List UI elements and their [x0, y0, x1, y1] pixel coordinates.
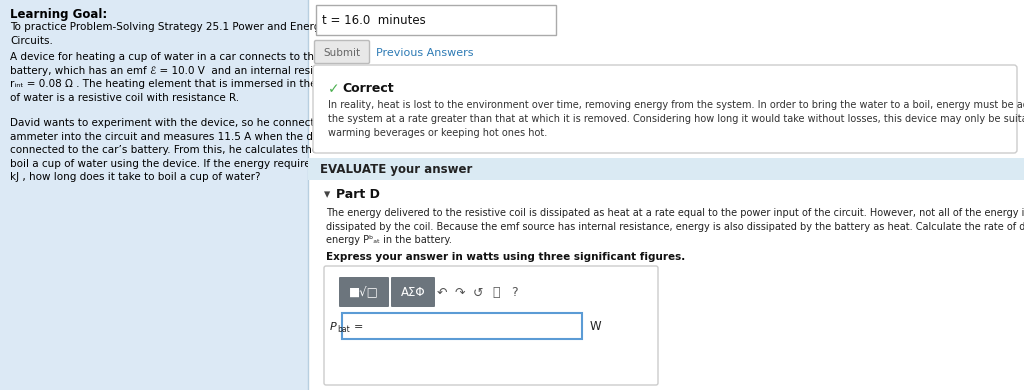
Text: ⌸: ⌸ — [493, 287, 500, 300]
Text: In reality, heat is lost to the environment over time, removing energy from the : In reality, heat is lost to the environm… — [328, 100, 1024, 138]
Text: Part D: Part D — [336, 188, 380, 201]
FancyBboxPatch shape — [391, 277, 435, 307]
Text: ↷: ↷ — [455, 287, 465, 300]
Bar — [342, 313, 582, 339]
Text: Previous Answers: Previous Answers — [376, 48, 473, 58]
Text: David wants to experiment with the device, so he connects an
ammeter into the ci: David wants to experiment with the devic… — [10, 118, 358, 183]
Text: EVALUATE your answer: EVALUATE your answer — [319, 163, 472, 177]
Text: Correct: Correct — [342, 82, 393, 95]
Text: The energy delivered to the resistive coil is dissipated as heat at a rate equal: The energy delivered to the resistive co… — [326, 208, 1024, 245]
Bar — [0, 0, 308, 390]
Text: Learning Goal:: Learning Goal: — [10, 8, 108, 21]
Text: W: W — [590, 321, 602, 333]
Text: ?: ? — [511, 287, 517, 300]
Text: bat: bat — [337, 324, 350, 333]
Text: A device for heating a cup of water in a car connects to the car’s
battery, whic: A device for heating a cup of water in a… — [10, 52, 349, 103]
Text: ✓: ✓ — [328, 82, 340, 96]
Text: ▾: ▾ — [324, 188, 331, 201]
Text: t = 16.0  minutes: t = 16.0 minutes — [322, 14, 426, 28]
Text: =: = — [354, 322, 364, 332]
Text: ↺: ↺ — [473, 287, 483, 300]
FancyBboxPatch shape — [324, 266, 658, 385]
Text: ↶: ↶ — [437, 287, 447, 300]
Text: ■√□: ■√□ — [349, 287, 379, 300]
Text: P: P — [330, 322, 337, 332]
Text: To practice Problem-Solving Strategy 25.1 Power and Energy in
Circuits.: To practice Problem-Solving Strategy 25.… — [10, 22, 339, 46]
Text: AΣΦ: AΣΦ — [400, 287, 425, 300]
FancyBboxPatch shape — [339, 277, 389, 307]
Text: Submit: Submit — [324, 48, 360, 58]
Bar — [308, 158, 1024, 180]
FancyBboxPatch shape — [313, 65, 1017, 153]
FancyBboxPatch shape — [314, 41, 370, 64]
Text: Express your answer in watts using three significant figures.: Express your answer in watts using three… — [326, 252, 685, 262]
Bar — [316, 5, 556, 35]
